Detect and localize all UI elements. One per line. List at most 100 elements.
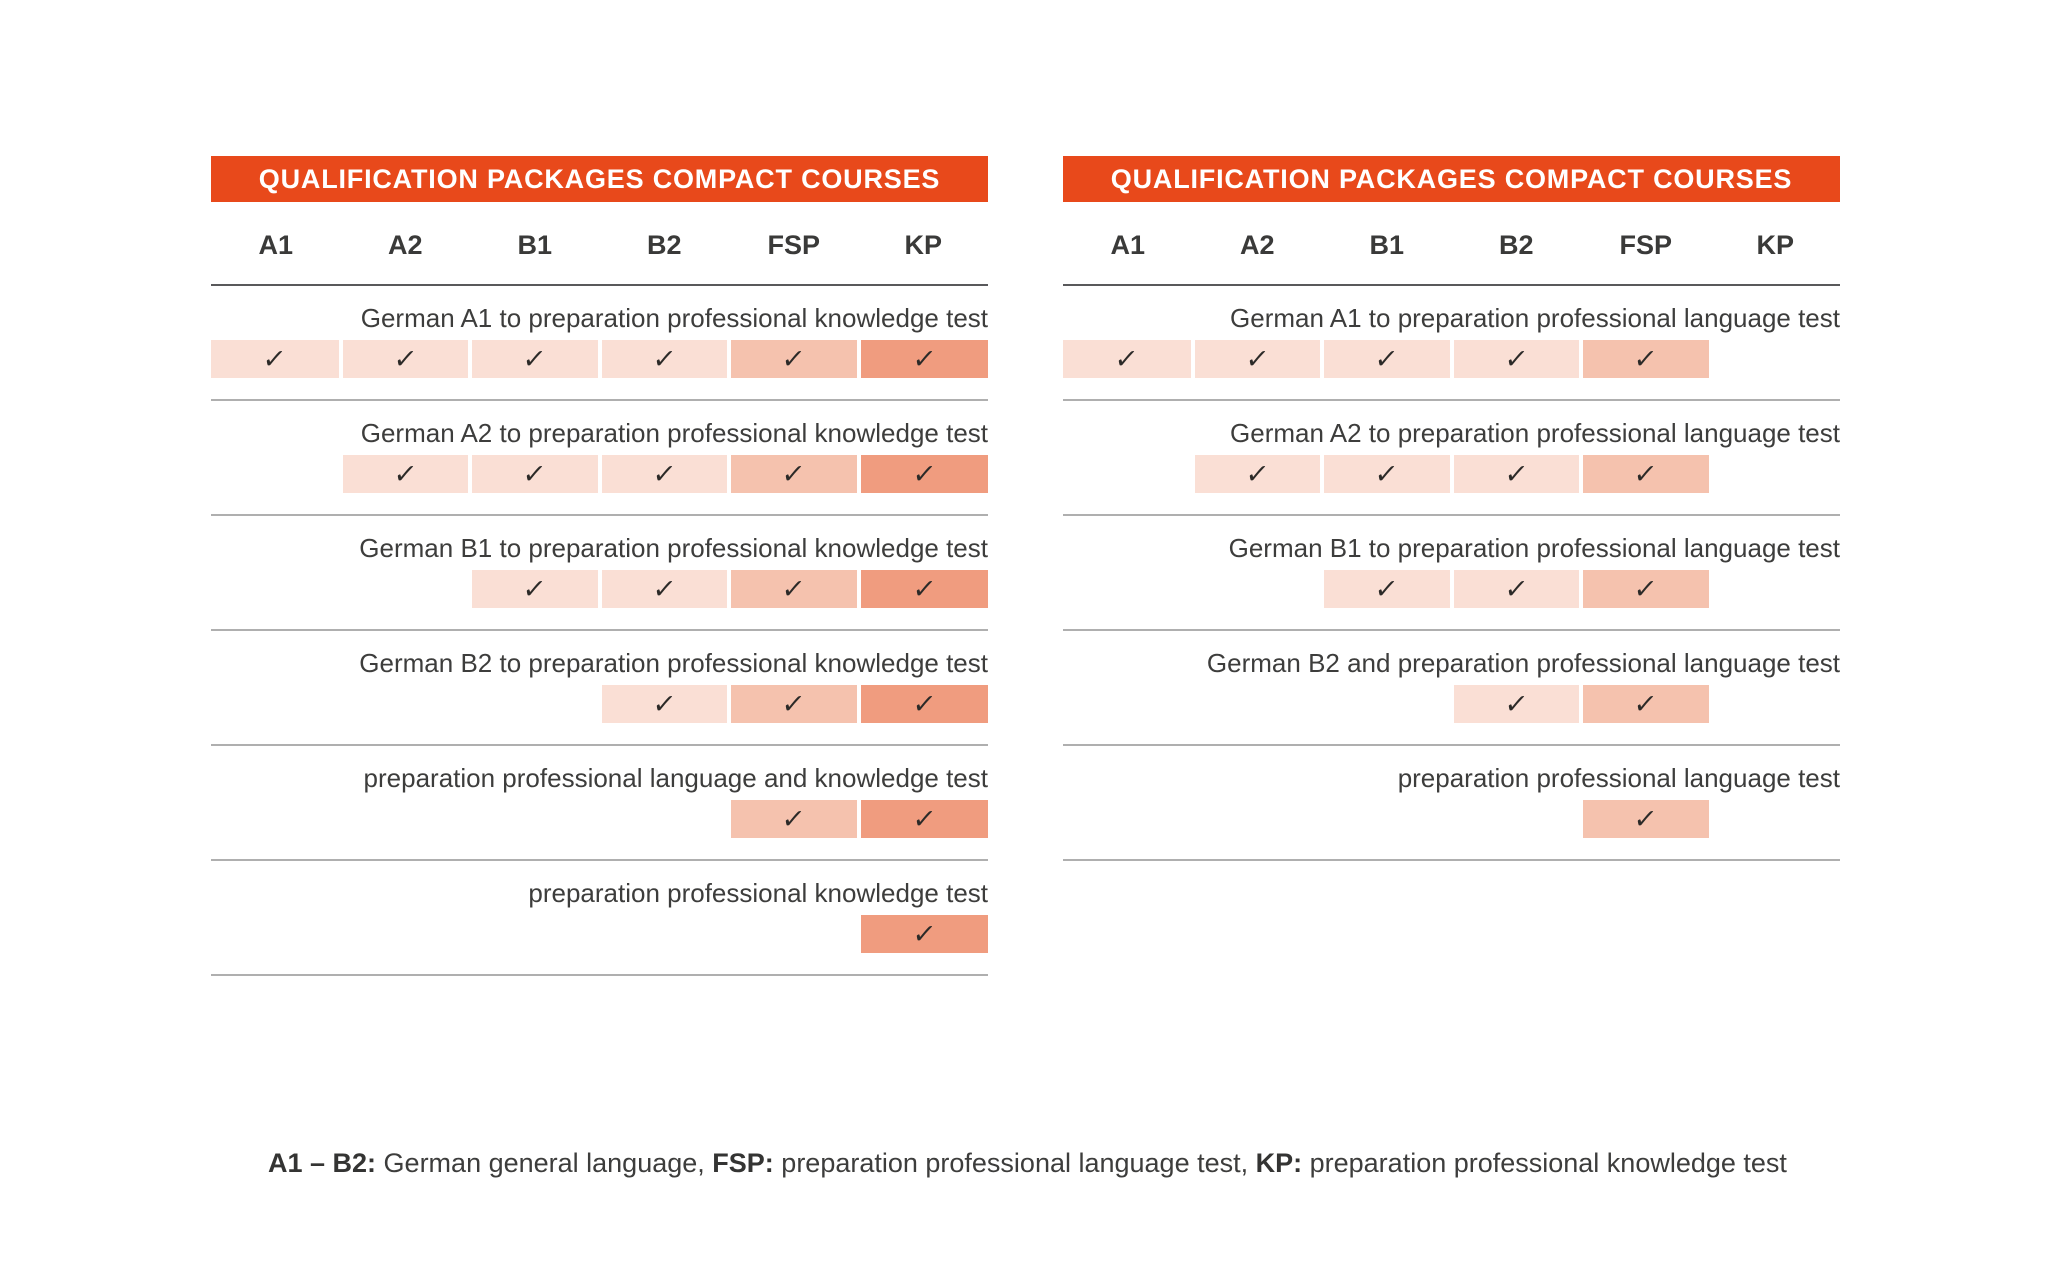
check-cell-box: ✓ [1324, 455, 1450, 493]
check-cell-box: ✓ [731, 455, 857, 493]
row-cells: ✓ ✓ [211, 800, 988, 838]
check-icon: ✓ [910, 688, 938, 719]
empty-cell-a2 [1193, 570, 1323, 608]
table-row: German B2 to preparation professional kn… [211, 631, 988, 746]
check-cell-b1: ✓ [470, 570, 600, 608]
row-label: German B1 to preparation professional kn… [359, 533, 988, 563]
check-cell-box: ✓ [1453, 685, 1579, 723]
check-cell-b2: ✓ [600, 570, 730, 608]
check-icon: ✓ [1373, 573, 1401, 604]
check-cell-b2: ✓ [1452, 455, 1582, 493]
empty-cell-kp [1711, 685, 1841, 723]
check-cell-box: ✓ [601, 455, 727, 493]
check-cell-box: ✓ [1453, 570, 1579, 608]
check-icon: ✓ [1243, 458, 1271, 489]
check-cell-box: ✓ [731, 340, 857, 378]
check-cell-fsp: ✓ [1581, 455, 1711, 493]
check-icon: ✓ [780, 343, 808, 374]
check-icon: ✓ [1632, 458, 1660, 489]
check-cell-fsp: ✓ [729, 800, 859, 838]
empty-cell-kp [1711, 570, 1841, 608]
column-header-kp: KP [1756, 230, 1794, 260]
empty-cell-b1 [470, 915, 600, 953]
check-cell-b1: ✓ [470, 340, 600, 378]
column-headers: A1 A2 B1 B2 FSP KP [1063, 228, 1840, 286]
empty-cell-a1 [1063, 570, 1193, 608]
check-icon: ✓ [1243, 343, 1271, 374]
empty-cell-a1 [211, 685, 341, 723]
empty-cell-a2 [341, 570, 471, 608]
check-cell-kp: ✓ [859, 800, 988, 838]
table-row: preparation professional language test ✓ [1063, 746, 1840, 861]
check-cell-box: ✓ [860, 800, 988, 838]
check-icon: ✓ [910, 803, 938, 834]
check-cell-box: ✓ [601, 570, 727, 608]
check-cell-a2: ✓ [341, 455, 471, 493]
check-icon: ✓ [391, 343, 419, 374]
empty-cell-a2 [341, 685, 471, 723]
empty-cell-a1 [211, 570, 341, 608]
column-headers: A1 A2 B1 B2 FSP KP [211, 228, 988, 286]
check-cell-box: ✓ [860, 455, 988, 493]
check-cell-fsp: ✓ [729, 340, 859, 378]
check-icon: ✓ [650, 458, 678, 489]
check-icon: ✓ [1502, 458, 1530, 489]
check-cell-box: ✓ [1583, 340, 1709, 378]
column-header-b1: B1 [1369, 230, 1404, 260]
check-cell-a1: ✓ [1063, 340, 1193, 378]
check-cell-box: ✓ [342, 455, 468, 493]
legend-segment: preparation professional language test, [773, 1148, 1256, 1178]
check-cell-box: ✓ [1453, 455, 1579, 493]
column-header-fsp: FSP [767, 230, 820, 260]
check-cell-fsp: ✓ [1581, 340, 1711, 378]
table-title: QUALIFICATION PACKAGES COMPACT COURSES [258, 163, 941, 194]
column-header-b1: B1 [517, 230, 552, 260]
check-cell-box: ✓ [1453, 340, 1579, 378]
empty-cell-a1 [1063, 455, 1193, 493]
row-cells: ✓ [211, 915, 988, 953]
check-icon: ✓ [910, 573, 938, 604]
row-cells: ✓ ✓ ✓ ✓ [1063, 455, 1840, 493]
empty-cell-kp [1711, 340, 1841, 378]
row-label: German B2 to preparation professional kn… [359, 648, 988, 678]
check-cell-kp: ✓ [859, 570, 988, 608]
check-cell-box: ✓ [601, 685, 727, 723]
check-icon: ✓ [1632, 688, 1660, 719]
check-cell-box: ✓ [1583, 685, 1709, 723]
row-cells: ✓ ✓ ✓ ✓ [211, 570, 988, 608]
empty-cell-b2 [600, 915, 730, 953]
row-label: preparation professional language test [1397, 763, 1840, 793]
check-icon: ✓ [1632, 343, 1660, 374]
qualification-table: QUALIFICATION PACKAGES COMPACT COURSES A… [1063, 156, 1840, 976]
check-icon: ✓ [1373, 343, 1401, 374]
check-icon: ✓ [780, 458, 808, 489]
check-cell-b2: ✓ [600, 685, 730, 723]
check-cell-box: ✓ [1583, 570, 1709, 608]
empty-cell-a2 [341, 800, 471, 838]
empty-cell-a1 [1063, 685, 1193, 723]
table-title-bar: QUALIFICATION PACKAGES COMPACT COURSES [211, 156, 988, 202]
legend-segment: A1 – B2: [268, 1148, 377, 1178]
column-header-b2: B2 [1498, 230, 1534, 260]
table-row: German B1 to preparation professional la… [1063, 516, 1840, 631]
check-cell-kp: ✓ [859, 455, 988, 493]
check-cell-b2: ✓ [1452, 570, 1582, 608]
empty-cell-a2 [1193, 800, 1323, 838]
empty-cell-kp [1711, 455, 1841, 493]
check-icon: ✓ [780, 688, 808, 719]
row-label: German A1 to preparation professional la… [1230, 303, 1840, 333]
check-cell-box: ✓ [1063, 340, 1191, 378]
empty-cell-a1 [1063, 800, 1193, 838]
table-title-bar: QUALIFICATION PACKAGES COMPACT COURSES [1063, 156, 1840, 202]
check-cell-box: ✓ [731, 570, 857, 608]
row-label: German A2 to preparation professional la… [1230, 418, 1840, 448]
check-icon: ✓ [1113, 343, 1141, 374]
row-label: German A1 to preparation professional kn… [360, 303, 988, 333]
row-label: German B1 to preparation professional la… [1228, 533, 1840, 563]
check-icon: ✓ [1373, 458, 1401, 489]
column-header-a1: A1 [258, 230, 293, 260]
check-cell-fsp: ✓ [729, 455, 859, 493]
check-icon: ✓ [521, 573, 549, 604]
check-icon: ✓ [261, 343, 289, 374]
empty-cell-b1 [470, 685, 600, 723]
